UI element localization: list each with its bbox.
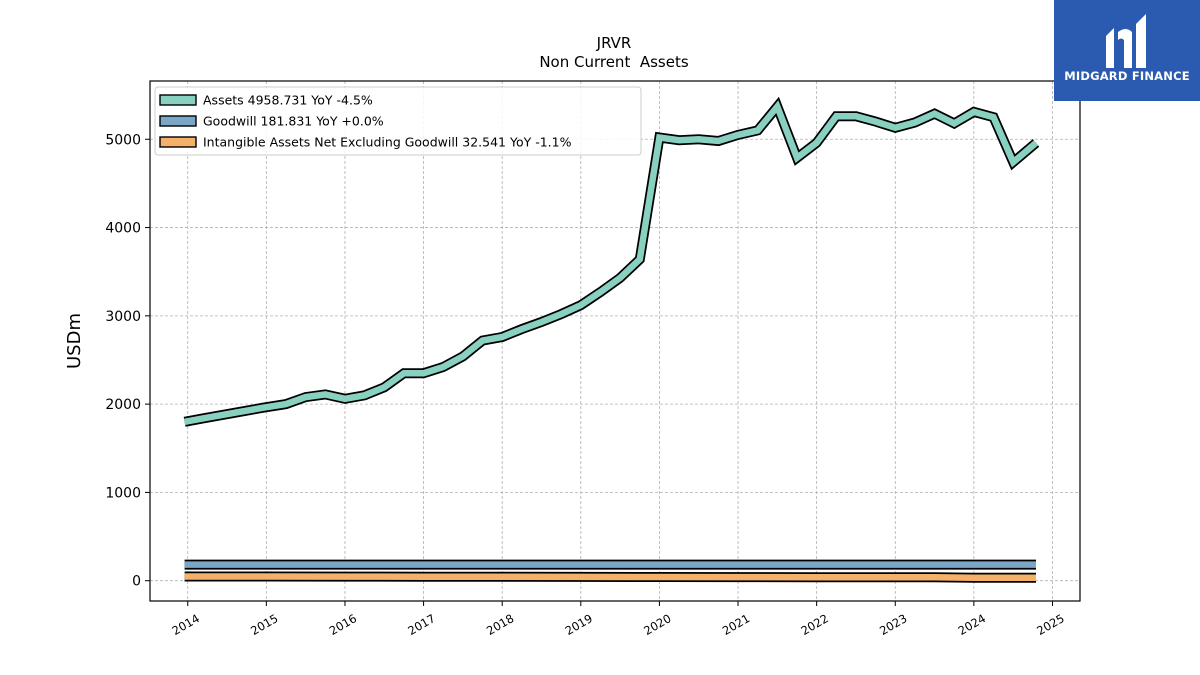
legend-swatch [159, 136, 197, 148]
legend-entry: Intangible Assets Net Excluding Goodwill… [203, 135, 572, 150]
plot-frame [149, 80, 1081, 602]
x-tick-label: 2016 [327, 611, 359, 638]
legend-entry: Goodwill 181.831 YoY +0.0% [203, 114, 384, 129]
y-tick-label: 1000 [105, 485, 141, 501]
legend-box [154, 86, 642, 156]
chart-subtitle: Non Current Assets [539, 53, 689, 71]
x-tick-label: 2025 [1034, 611, 1066, 638]
x-tick-label: 2021 [720, 611, 752, 638]
legend-swatch [159, 94, 197, 106]
x-tick-label: 2023 [877, 611, 909, 638]
legend-entry: Assets 4958.731 YoY -4.5% [203, 93, 373, 108]
y-tick-label: 2000 [105, 397, 141, 413]
series-line-1 [184, 100, 1039, 425]
grid [150, 81, 1080, 601]
chart-title: JRVR [596, 34, 632, 52]
x-tick-label: 2020 [641, 611, 673, 638]
legend: Assets 4958.731 YoY -4.5% Goodwill 181.83… [154, 86, 642, 156]
x-tick-label: 2014 [170, 611, 202, 638]
y-tick-label: 4000 [105, 221, 141, 237]
x-tick-label: 2015 [248, 611, 280, 638]
brand-name: MIDGARD FINANCE [1064, 69, 1190, 83]
y-tick-label: 5000 [105, 132, 141, 148]
y-tick-label: 0 [132, 574, 141, 590]
legend-swatch [159, 115, 197, 127]
series-line-3 [184, 573, 1036, 582]
y-tick-label: 3000 [105, 309, 141, 325]
x-tick-label: 2018 [484, 611, 516, 638]
midgard-logo-icon [1106, 14, 1146, 68]
x-tick-label: 2022 [798, 611, 830, 638]
y-axis-label: USDm [64, 313, 85, 369]
brand-logo: MIDGARD FINANCE [1054, 0, 1200, 101]
series-layer [183, 96, 1040, 583]
x-tick-label: 2019 [563, 611, 595, 638]
x-tick-label: 2024 [956, 611, 988, 638]
x-tick-label: 2017 [405, 611, 437, 638]
